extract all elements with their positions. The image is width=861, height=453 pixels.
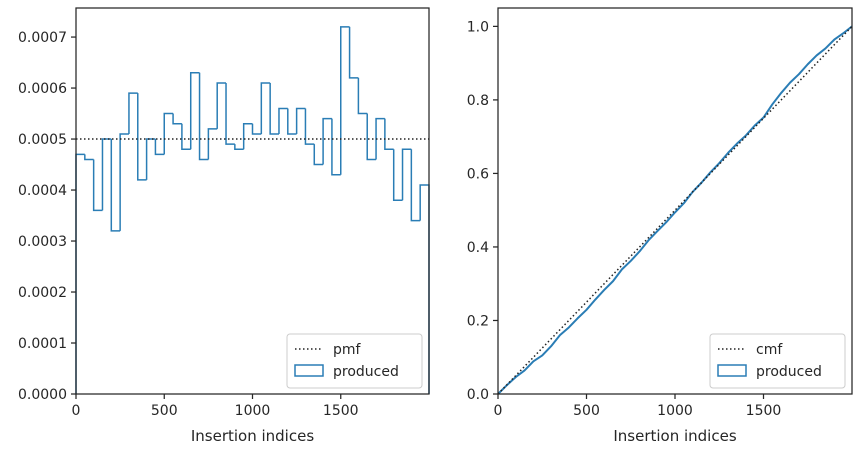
histogram-bin: [110, 139, 121, 232]
histogram-bin: [322, 117, 332, 165]
histogram-ticks: 0 500 1000 1500 0.0000 0.0001 0.0002 0.0003 0.00…: [18, 30, 359, 419]
histogram-bin: [340, 26, 350, 175]
histogram-bin: [287, 108, 297, 135]
histogram-bin: [207, 128, 218, 160]
histogram-legend-box: [286, 333, 423, 389]
histogram-bin: [304, 108, 315, 145]
histogram-bin: [163, 112, 174, 155]
cmf-reference-line: [497, 25, 853, 395]
y-tick-label: 0.8: [467, 93, 489, 109]
histogram-bin: [251, 123, 262, 135]
histogram-bin: [295, 107, 306, 134]
y-tick-label: 0.0: [467, 387, 489, 403]
produced-legend-swatch: [294, 364, 324, 377]
histogram-bin: [348, 26, 359, 79]
histogram-bin: [128, 92, 138, 134]
histogram-bin: [234, 144, 244, 150]
x-tick-label: 1500: [746, 403, 782, 419]
cdf-legend: cmf produced: [709, 333, 846, 389]
cdf-axes-frame: [497, 7, 853, 395]
histogram-bin: [278, 107, 288, 134]
y-tick-label: 0.2: [467, 313, 489, 329]
produced-legend-label: produced: [333, 364, 399, 380]
histogram-bin: [216, 82, 227, 129]
x-tick-label: 500: [151, 403, 178, 419]
histogram-bin: [198, 72, 209, 161]
y-tick-label: 0.0007: [18, 30, 67, 46]
y-tick-label: 0.0001: [18, 336, 67, 352]
y-tick-label: 0.0004: [18, 183, 67, 199]
histogram-panel: 0 500 1000 1500 0.0000 0.0001 0.0002 0.0003 0.00…: [18, 7, 430, 445]
y-tick-label: 0.0005: [18, 132, 67, 148]
produced-legend-label: produced: [756, 364, 822, 380]
histogram-bin: [410, 149, 421, 222]
histogram-bin: [260, 82, 271, 134]
produced-legend-swatch: [717, 364, 747, 377]
histogram-bin: [92, 159, 103, 212]
histogram-bin: [84, 154, 94, 161]
histogram-bin: [242, 122, 253, 150]
histogram-x-axis-label: Insertion indices: [191, 427, 314, 445]
cdf-marks: [497, 25, 853, 395]
histogram-bin: [392, 149, 403, 201]
cdf-panel: 0 500 1000 1500 0.0 0.2 0.4 0.6 0.8 1.0 Insertion…: [467, 7, 853, 445]
histogram-axes-frame: [75, 7, 430, 395]
histogram-bin: [331, 118, 341, 176]
y-tick-label: 0.0003: [18, 234, 67, 250]
x-tick-label: 1000: [235, 403, 271, 419]
y-tick-label: 0.0006: [18, 81, 67, 97]
y-tick-label: 1.0: [467, 19, 489, 35]
cdf-x-axis-label: Insertion indices: [613, 427, 736, 445]
cdf-legend-box: [709, 333, 846, 389]
x-tick-label: 0: [494, 403, 503, 419]
histogram-legend: pmf produced: [286, 333, 423, 389]
histogram-bin: [366, 113, 377, 161]
histogram-bin: [357, 77, 368, 115]
histogram-bin: [401, 148, 412, 201]
y-tick-label: 0.0000: [18, 387, 67, 403]
y-tick-label: 0.4: [467, 240, 489, 256]
produced-cdf-line: [497, 25, 853, 395]
histogram-bin: [384, 118, 394, 150]
histogram-bin: [225, 82, 235, 145]
x-tick-label: 1000: [657, 403, 693, 419]
histogram-marks: [75, 26, 430, 394]
histogram-bin: [375, 117, 385, 160]
pmf-legend-label: pmf: [333, 342, 362, 358]
x-tick-label: 500: [573, 403, 600, 419]
y-tick-label: 0.0002: [18, 285, 67, 301]
histogram-bin: [119, 133, 129, 231]
x-tick-label: 0: [72, 403, 81, 419]
histogram-bin: [154, 139, 165, 156]
histogram-bin: [269, 82, 279, 135]
histogram-bin: [181, 123, 191, 150]
histogram-bin: [189, 72, 200, 150]
cdf-ticks: 0 500 1000 1500 0.0 0.2 0.4 0.6 0.8 1.0: [467, 19, 782, 419]
histogram-bin: [313, 144, 324, 166]
x-tick-label: 1500: [323, 403, 359, 419]
y-tick-label: 0.6: [467, 166, 489, 182]
histogram-bin: [172, 113, 182, 125]
histogram-bin: [137, 93, 147, 181]
cmf-legend-label: cmf: [756, 342, 783, 358]
